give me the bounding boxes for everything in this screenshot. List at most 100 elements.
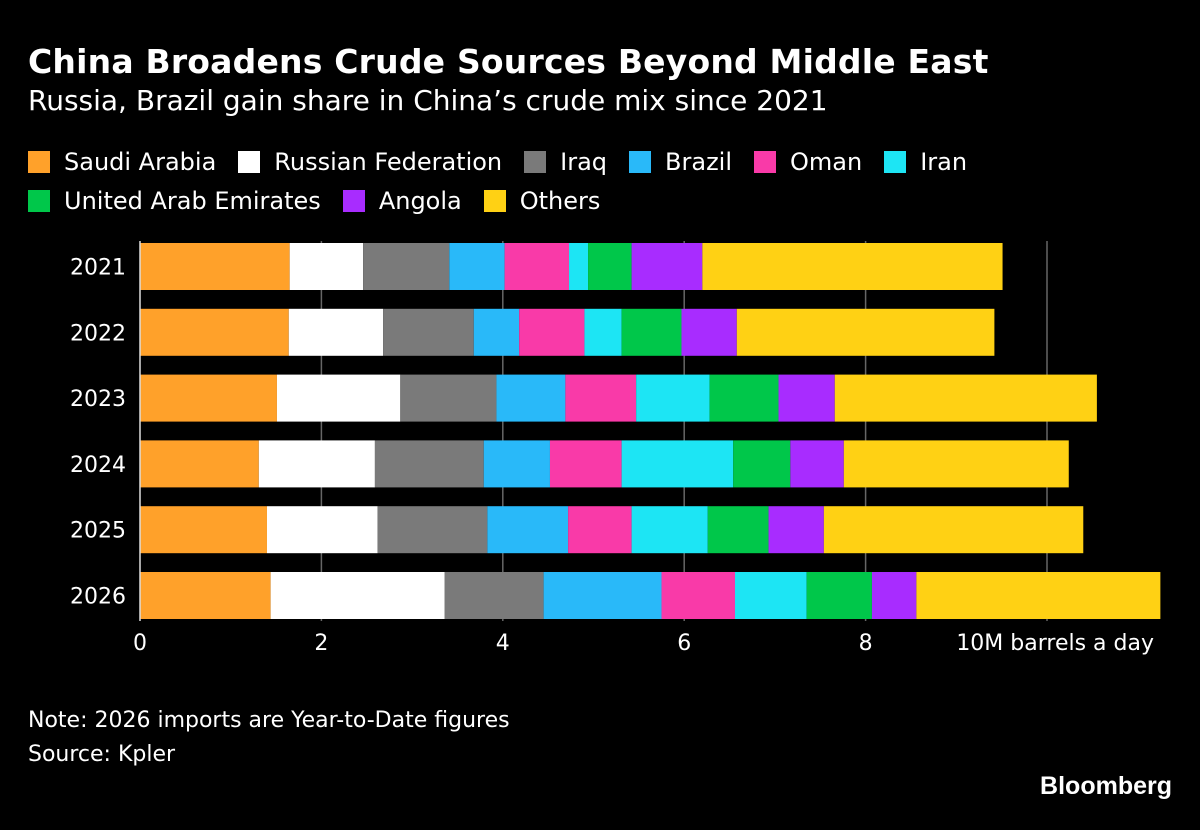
bar-segment: [276, 374, 401, 422]
bar-segment: [584, 308, 622, 356]
bar-segment: [778, 374, 835, 422]
bar-segment: [543, 572, 662, 619]
legend-item: Angola: [342, 183, 462, 219]
bar-segment: [733, 440, 791, 488]
bar-segment: [631, 506, 708, 554]
legend-swatch: [524, 151, 547, 173]
legend-swatch: [342, 190, 365, 212]
legend-item: Brazil: [629, 144, 732, 180]
legend-swatch: [28, 151, 50, 173]
x-tick-label: 4: [496, 631, 510, 656]
legend-label: Iraq: [560, 148, 608, 176]
bar-segment: [140, 243, 290, 290]
legend-label: Others: [519, 187, 601, 215]
bar-segment: [449, 243, 505, 290]
bar-segment: [871, 572, 917, 619]
bar-segment: [140, 374, 277, 422]
legend-label: Angola: [378, 187, 462, 215]
bar-segment: [140, 308, 289, 356]
bar-segment: [444, 572, 544, 619]
bar-segment: [140, 572, 271, 619]
bar-segment: [806, 572, 872, 619]
legend-item: Russian Federation: [238, 144, 502, 180]
bar-segment: [707, 506, 769, 554]
bar-segment: [768, 506, 824, 554]
legend-label: United Arab Emirates: [64, 187, 321, 215]
bar-segment: [140, 506, 267, 554]
bar-segment: [681, 308, 737, 356]
legend-swatch: [629, 151, 652, 173]
bar-segment: [834, 374, 1097, 422]
bar-segment: [288, 308, 384, 356]
bar-segment: [916, 572, 1161, 619]
bar-segment: [258, 440, 375, 488]
chart-note: Note: 2026 imports are Year-to-Date figu…: [28, 708, 510, 733]
chart-source: Source: Kpler: [28, 742, 176, 767]
y-category-label: 2021: [70, 256, 126, 281]
bar-segment: [473, 308, 520, 356]
bloomberg-logo: Bloomberg: [1040, 772, 1172, 800]
bar-segment: [734, 572, 807, 619]
legend-swatch: [884, 151, 907, 173]
bar-segment: [661, 572, 735, 619]
bar-segment: [588, 243, 632, 290]
bar-segment: [377, 506, 488, 554]
x-tick-label: 6: [677, 631, 691, 656]
legend-item: Iran: [884, 144, 967, 180]
x-tick-label: 2: [314, 631, 328, 656]
bar-segment: [266, 506, 378, 554]
bar-segment: [363, 243, 450, 290]
x-tick-label: 0: [133, 631, 147, 656]
legend-item: United Arab Emirates: [28, 183, 321, 219]
legend: Saudi Arabia Russian Federation Iraq Brazil…: [28, 144, 1168, 222]
legend-swatch: [28, 190, 50, 212]
bar-segment: [496, 374, 566, 422]
legend-item: Iraq: [524, 144, 607, 180]
bar-segment: [709, 374, 779, 422]
y-category-label: 2024: [70, 453, 126, 478]
bar-segment: [702, 243, 1003, 290]
legend-label: Oman: [790, 148, 863, 176]
legend-label: Brazil: [665, 148, 733, 176]
legend-label: Saudi Arabia: [64, 148, 217, 176]
bar-segment: [843, 440, 1069, 488]
x-tick-label: 8: [859, 631, 873, 656]
legend-item: Oman: [754, 144, 862, 180]
chart-title: China Broadens Crude Sources Beyond Midd…: [28, 42, 989, 81]
bar-segment: [790, 440, 844, 488]
bar-segment: [549, 440, 622, 488]
bar-segment: [483, 440, 550, 488]
legend-swatch: [238, 151, 261, 173]
bar-segment: [823, 506, 1084, 554]
legend-label: Russian Federation: [274, 148, 503, 176]
y-category-label: 2025: [70, 519, 126, 544]
bar-segment: [504, 243, 570, 290]
x-tick-label: 10M barrels a day: [956, 631, 1154, 656]
bar-segment: [270, 572, 445, 619]
legend-item: Saudi Arabia: [28, 144, 216, 180]
legend-label: Iran: [920, 148, 968, 176]
bar-segment: [519, 308, 585, 356]
bar-segment: [631, 243, 703, 290]
bar-segment: [140, 440, 259, 488]
bar-segment: [636, 374, 710, 422]
y-category-label: 2026: [70, 585, 126, 610]
legend-item: Others: [483, 183, 601, 219]
legend-swatch: [483, 190, 506, 212]
bar-segment: [400, 374, 497, 422]
y-category-label: 2022: [70, 321, 126, 346]
chart-subtitle: Russia, Brazil gain share in China’s cru…: [28, 84, 828, 117]
y-category-label: 2023: [70, 387, 126, 412]
bar-segment: [568, 506, 632, 554]
bar-segment: [487, 506, 569, 554]
bar-segment: [621, 308, 682, 356]
bar-segment: [569, 243, 589, 290]
bar-segment: [621, 440, 734, 488]
bar-segment: [565, 374, 637, 422]
bar-segment: [736, 308, 995, 356]
legend-swatch: [754, 151, 777, 173]
bar-segment: [383, 308, 474, 356]
bar-segment: [289, 243, 364, 290]
bar-segment: [374, 440, 484, 488]
